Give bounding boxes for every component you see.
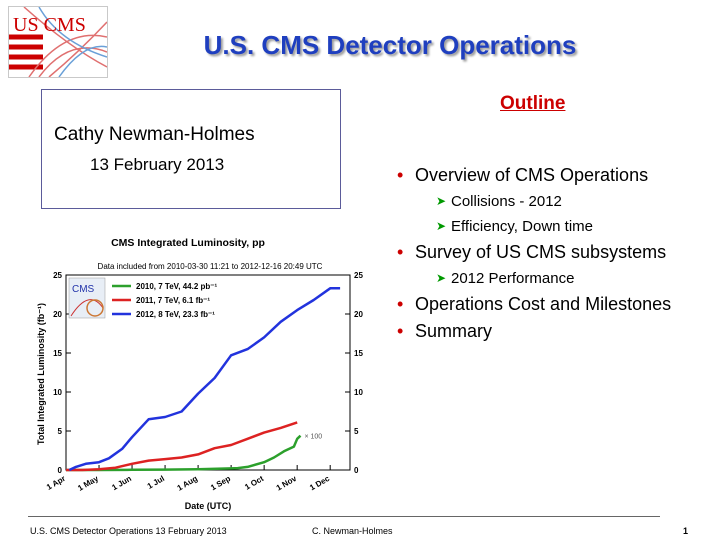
- footer-left-text: U.S. CMS Detector Operations 13 February…: [30, 526, 227, 536]
- y-tick-label-right: 25: [354, 271, 363, 280]
- series-line-2: [68, 287, 341, 472]
- outline-item-text: Operations Cost and Milestones: [415, 294, 672, 314]
- us-cms-logo-graphic: US CMS: [9, 7, 107, 77]
- outline-item-text: Survey of US CMS subsystems: [415, 242, 667, 262]
- outline-item: • Summary: [397, 319, 715, 343]
- page-number: 1: [683, 526, 689, 536]
- arrow-bullet-icon: ➤: [436, 271, 447, 285]
- y-tick-label: 25: [53, 271, 62, 280]
- chart-subtitle: Data included from 2010-03-30 11:21 to 2…: [98, 262, 323, 271]
- series-line-1: [66, 421, 298, 472]
- outline-subitem: ➤ 2012 Performance: [397, 268, 715, 289]
- x-tick-label: 1 Oct: [243, 474, 265, 492]
- outline-item: • Survey of US CMS subsystems: [397, 240, 715, 264]
- outline-item-text: Efficiency, Down time: [451, 218, 593, 235]
- y-tick-label: 5: [58, 427, 63, 436]
- y-axis-label: Total Integrated Luminosity (fb⁻¹): [36, 303, 46, 445]
- cms-logo-ring: [86, 299, 104, 317]
- legend-label-2: 2012, 8 TeV, 23.3 fb⁻¹: [136, 310, 215, 319]
- x-axis-label: Date (UTC): [185, 501, 232, 511]
- arrow-bullet-icon: ➤: [436, 219, 447, 233]
- author-name: Cathy Newman-Holmes: [54, 124, 255, 145]
- x-tick-label: 1 Aug: [176, 474, 200, 493]
- footer-divider: [28, 516, 660, 517]
- y-tick-label-right: 15: [354, 349, 363, 358]
- cms-logo-lettering: CMS: [72, 284, 95, 295]
- arrow-bullet-icon: ➤: [436, 194, 447, 208]
- y-tick-label-right: 10: [354, 388, 363, 397]
- series-line-0: [66, 434, 302, 472]
- legend-label-0: 2010, 7 TeV, 44.2 pb⁻¹: [136, 282, 217, 291]
- bullet-dot-icon: •: [397, 165, 404, 185]
- x-tick-label: 1 Nov: [275, 474, 299, 493]
- luminosity-chart: CMS Integrated Luminosity, pp Data inclu…: [36, 237, 363, 511]
- y-tick-label-right: 5: [354, 427, 359, 436]
- presentation-date: 13 February 2013: [90, 155, 225, 174]
- outline-item-text: Collisions - 2012: [451, 193, 562, 210]
- outline-subitem: ➤ Collisions - 2012: [397, 191, 715, 212]
- bullet-dot-icon: •: [397, 321, 404, 341]
- y-tick-label: 10: [53, 388, 62, 397]
- outline-list: • Overview of CMS Operations ➤ Collisions -…: [397, 160, 715, 343]
- bullet-dot-icon: •: [397, 242, 404, 262]
- x-tick-label: 1 Jun: [110, 474, 133, 492]
- x-tick-label: 1 Dec: [308, 474, 331, 493]
- outline-heading: Outline: [500, 93, 566, 114]
- x-tick-label: 1 Jul: [146, 474, 166, 491]
- outline-item-text: 2012 Performance: [451, 270, 575, 287]
- y-tick-label-right: 20: [354, 310, 363, 319]
- chart-title: CMS Integrated Luminosity, pp: [111, 237, 265, 249]
- x-tick-label: 1 May: [76, 474, 100, 493]
- scale-annotation: × 100: [304, 434, 322, 441]
- x-tick-label: 1 Apr: [45, 474, 67, 492]
- outline-subitem: ➤ Efficiency, Down time: [397, 216, 715, 237]
- x-tick-label: 1 Sep: [209, 474, 232, 493]
- author-box: [41, 89, 341, 209]
- cms-logo-track: [70, 299, 104, 317]
- bullet-dot-icon: •: [397, 294, 404, 314]
- outline-item: • Operations Cost and Milestones: [397, 292, 715, 316]
- logo-lettering: US CMS: [13, 14, 86, 36]
- y-tick-label-right: 0: [354, 466, 359, 475]
- y-tick-label: 15: [53, 349, 62, 358]
- legend: CMS 2010, 7 TeV, 44.2 pb⁻¹ 2011, 7 TeV, 6.…: [68, 277, 217, 319]
- footer-author: C. Newman-Holmes: [312, 526, 393, 536]
- outline-item-text: Summary: [415, 321, 493, 341]
- slide-title: U.S. CMS Detector Operations: [203, 30, 577, 60]
- legend-label-1: 2011, 7 TeV, 6.1 fb⁻¹: [136, 296, 210, 305]
- series-layer: × 100: [66, 287, 341, 472]
- outline-item-text: Overview of CMS Operations: [415, 165, 649, 185]
- y-tick-label: 0: [58, 466, 63, 475]
- outline-item: • Overview of CMS Operations: [397, 163, 715, 187]
- y-tick-label: 20: [53, 310, 62, 319]
- us-cms-logo: US CMS: [8, 6, 108, 78]
